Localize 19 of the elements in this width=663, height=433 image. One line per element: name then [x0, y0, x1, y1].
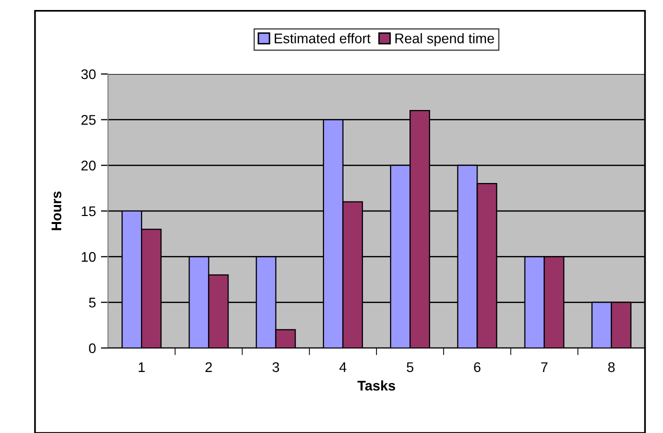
x-tick-label: 2 — [206, 362, 212, 372]
y-tick-label: 20 — [81, 160, 96, 171]
x-tick-label: 4 — [339, 362, 346, 372]
y-tick-label: 10 — [82, 252, 96, 262]
legend-label: Estimated effort — [274, 33, 371, 44]
legend-label: Real spend time — [395, 33, 494, 46]
y-tick-label: 15 — [82, 206, 96, 216]
x-tick-label: 3 — [272, 362, 280, 372]
y-axis-title: Hours — [52, 192, 62, 230]
x-tick-label: 8 — [608, 362, 615, 372]
y-tick-label: 30 — [81, 69, 96, 80]
y-tick-label: 25 — [81, 115, 96, 125]
x-axis-title: Tasks — [357, 380, 396, 391]
y-tick-label: 0 — [89, 343, 96, 354]
x-tick-label: 7 — [541, 362, 548, 372]
x-tick-label: 1 — [138, 362, 145, 372]
x-tick-label: 5 — [406, 362, 414, 372]
x-tick-label: 6 — [474, 362, 480, 372]
y-tick-label: 5 — [89, 298, 96, 308]
